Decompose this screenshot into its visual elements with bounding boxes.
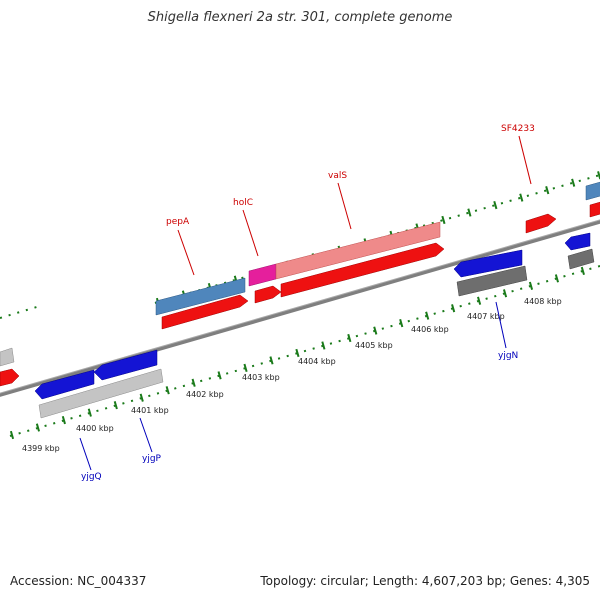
genome-summary-text: Topology: circular; Length: 4,607,203 bp… — [260, 574, 590, 588]
gene-holC-cds[interactable] — [254, 285, 282, 304]
scale-label-4404: 4404 kbp — [298, 357, 336, 366]
genome-backbone-shade — [0, 219, 600, 394]
lower-major-tick-10 — [269, 356, 274, 365]
gene-right-edge-blue[interactable] — [564, 232, 591, 251]
gene-yjgN-rna[interactable] — [456, 265, 528, 297]
lower-major-tick-1 — [35, 423, 41, 432]
gene-label-yjgP: yjgP — [142, 454, 162, 464]
gene-yjgQ[interactable] — [34, 369, 95, 400]
lower-major-tick-12 — [321, 341, 326, 350]
scale-label-4408: 4408 kbp — [524, 297, 562, 306]
gene-pepA[interactable] — [155, 277, 246, 316]
accession-text: Accession: NC_004337 — [10, 574, 147, 588]
upper-major-tick-15 — [545, 186, 550, 195]
scale-label-4407: 4407 kbp — [467, 312, 505, 321]
gene-label-SF4233: SF4233 — [501, 124, 535, 134]
lower-major-tick-15 — [399, 319, 404, 328]
gene-valS-cds[interactable] — [280, 242, 445, 298]
lower-major-tick-17 — [451, 304, 456, 313]
leader-yjgQ — [79, 437, 92, 471]
gene-yjgP[interactable] — [93, 349, 158, 381]
gene-label-yjgQ: yjgQ — [81, 472, 102, 482]
lower-major-tick-11 — [295, 348, 300, 358]
scale-label-4401: 4401 kbp — [131, 406, 169, 415]
scale-label-4406: 4406 kbp — [411, 325, 449, 334]
lower-major-tick-8 — [217, 371, 222, 380]
scale-label-4399: 4399 kbp — [22, 444, 60, 453]
leader-yjgP — [139, 417, 153, 453]
upper-major-tick-16 — [571, 178, 576, 187]
gene-yjgPQ-rna[interactable] — [38, 368, 164, 419]
gene-left-edge-red[interactable] — [0, 368, 20, 387]
upper-major-tick-11 — [441, 215, 446, 225]
leader-holC — [242, 209, 259, 257]
scale-label-4400: 4400 kbp — [76, 424, 114, 433]
lower-major-tick-9 — [243, 363, 248, 372]
upper-tick-row-left — [0, 305, 41, 319]
lower-tick-row — [9, 265, 600, 437]
lower-major-tick-21 — [554, 274, 560, 283]
upper-major-tick-13 — [493, 200, 498, 210]
gene-SF4233-cds[interactable] — [525, 213, 557, 234]
leader-SF4233 — [518, 135, 532, 185]
lower-major-tick-14 — [373, 326, 378, 335]
leader-yjgN — [495, 301, 507, 349]
leader-pepA — [177, 229, 195, 276]
gene-label-pepA: pepA — [166, 217, 190, 227]
gene-left-edge-gray[interactable] — [0, 347, 15, 367]
lower-major-tick-0 — [9, 430, 15, 440]
scale-label-4405: 4405 kbp — [355, 341, 393, 350]
map-title: Shigella flexneri 2a str. 301, complete … — [147, 10, 453, 25]
lower-major-tick-3 — [87, 408, 92, 417]
gene-valS[interactable] — [275, 221, 441, 280]
lower-major-tick-4 — [113, 401, 118, 410]
genome-backbone — [0, 220, 600, 397]
lower-major-tick-7 — [191, 378, 196, 387]
gene-pepA-cds[interactable] — [161, 294, 249, 330]
upper-major-tick-12 — [467, 208, 472, 217]
gene-right-edge-gray[interactable] — [567, 248, 595, 270]
lower-major-tick-13 — [347, 333, 352, 343]
leader-valS — [337, 182, 352, 230]
scale-label-4403: 4403 kbp — [242, 373, 280, 382]
lower-major-tick-18 — [477, 296, 482, 305]
gene-label-yjgN: yjgN — [498, 351, 518, 361]
gene-label-holC: holC — [233, 198, 253, 208]
gene-right-edge-steel[interactable] — [585, 181, 600, 201]
gene-holC[interactable] — [248, 263, 277, 287]
scale-label-4402: 4402 kbp — [186, 390, 224, 399]
lower-major-tick-20 — [528, 281, 534, 290]
upper-major-tick-14 — [519, 193, 524, 202]
lower-major-tick-6 — [165, 386, 170, 395]
gene-right-edge-red[interactable] — [589, 201, 600, 218]
lower-major-tick-2 — [61, 415, 66, 425]
lower-major-tick-5 — [139, 393, 144, 402]
lower-major-tick-19 — [502, 289, 508, 298]
lower-major-tick-16 — [425, 311, 430, 320]
lower-major-tick-22 — [580, 266, 585, 276]
gene-label-valS: valS — [328, 171, 347, 181]
gene-yjgN[interactable] — [453, 249, 523, 278]
